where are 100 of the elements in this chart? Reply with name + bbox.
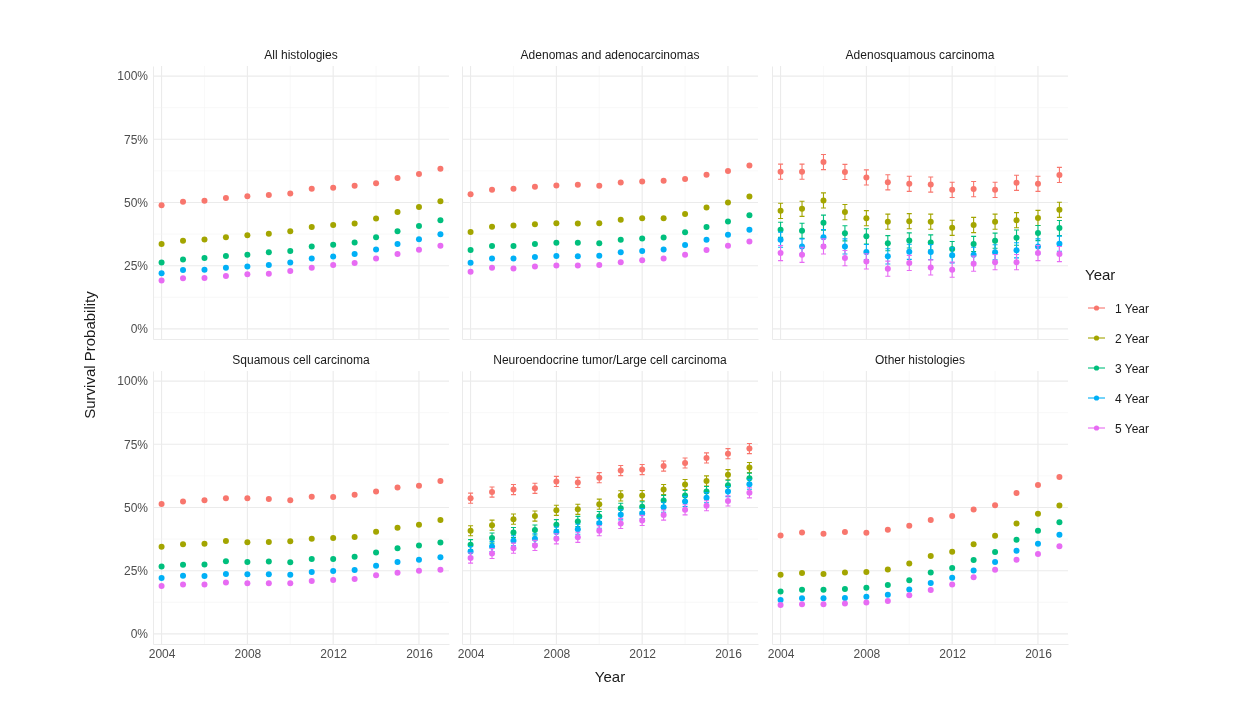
point [373,528,380,535]
point [201,266,208,273]
x-tick-label: 2008 [234,646,262,661]
point [394,251,401,258]
point [201,581,208,588]
point [746,193,753,200]
point [201,540,208,547]
point [244,495,251,502]
point [863,593,870,600]
point [1013,556,1020,563]
point [308,568,315,575]
point [308,535,315,542]
x-tick-label: 2016 [406,646,434,661]
point [682,210,689,217]
point [180,561,187,568]
point [1013,520,1020,527]
point [777,571,784,578]
point [437,242,444,249]
x-tick-label: 2016 [1025,646,1053,661]
point [330,261,337,268]
point [799,227,806,234]
point [308,243,315,250]
point [510,255,517,262]
chart-title: Adenomas and adenocarcinomas [520,48,700,62]
point [949,574,956,581]
point [841,585,848,592]
point [841,594,848,601]
point [287,259,294,266]
point [863,568,870,575]
point [201,236,208,243]
point [373,255,380,262]
point [489,186,496,193]
point [394,484,401,491]
point [467,229,474,236]
point [724,242,731,249]
point [1034,540,1041,547]
point [949,266,956,273]
point [510,222,517,229]
point [415,170,422,177]
point [927,553,934,560]
point [927,586,934,593]
x-tick-label: 2012 [939,646,967,661]
point [884,240,891,247]
point [330,253,337,260]
point [970,557,977,564]
point [351,259,358,266]
point [841,209,848,216]
point [703,204,710,211]
chart-title: Neuroendocrine tumor/Large cell carcinoma [493,353,728,367]
point [820,159,827,166]
point [927,516,934,523]
y-tick-label: 50% [123,500,149,515]
point [617,179,624,186]
point [1056,251,1063,258]
point [820,570,827,577]
point [158,202,165,209]
point [724,167,731,174]
point [553,262,560,269]
point [992,259,999,266]
point [222,579,229,586]
point [553,182,560,189]
point [222,253,229,260]
point [660,234,667,241]
point [746,238,753,245]
point [265,230,272,237]
point [820,219,827,226]
point [884,566,891,573]
point [927,181,934,188]
point [415,521,422,528]
point [553,220,560,227]
point [351,576,358,583]
x-tick-label: 2008 [853,646,881,661]
point [617,259,624,266]
point [158,259,165,266]
x-tick-label: 2004 [148,646,176,661]
legend-title: Year [1085,266,1116,283]
point [639,257,646,264]
point [1013,234,1020,241]
point [884,598,891,605]
point [287,538,294,545]
point [639,215,646,222]
point [308,255,315,262]
point [180,581,187,588]
point [265,191,272,198]
point [574,220,581,227]
point [1034,230,1041,237]
point [244,263,251,270]
point [467,247,474,254]
point [287,268,294,274]
point [1034,250,1041,257]
point [617,249,624,256]
point [308,493,315,500]
point [308,185,315,192]
point [841,569,848,576]
point [180,237,187,244]
point [841,168,848,175]
y-tick-label: 25% [123,564,149,579]
y-tick-label: 50% [123,195,149,210]
point [265,270,272,277]
point [222,264,229,271]
